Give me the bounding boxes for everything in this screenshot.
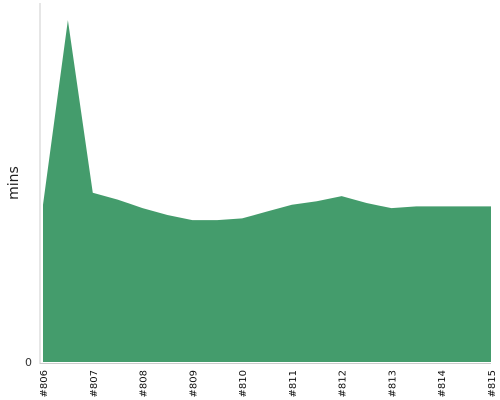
y-tick-labels: 0	[25, 356, 32, 369]
x-tick-label: #813	[387, 370, 398, 397]
x-tick-label: #812	[338, 370, 349, 397]
area-layer	[43, 20, 491, 362]
x-tick-label: #806	[39, 370, 50, 397]
axis-layer	[39, 3, 491, 364]
x-tick-label: #809	[188, 370, 199, 397]
x-tick-label: #814	[437, 370, 448, 397]
x-tick-label: #808	[139, 370, 150, 397]
y-tick-label: 0	[25, 356, 32, 369]
x-tick-label: #811	[288, 370, 299, 397]
y-axis-title: mins	[6, 166, 22, 200]
x-tick-label: #807	[89, 370, 100, 397]
area-series	[43, 20, 491, 362]
x-tick-label: #815	[487, 370, 498, 397]
x-tick-label: #810	[238, 370, 249, 397]
x-tick-labels: #806 #807 #808 #809 #810 #811 #812 #813 #814 #815	[39, 370, 498, 397]
